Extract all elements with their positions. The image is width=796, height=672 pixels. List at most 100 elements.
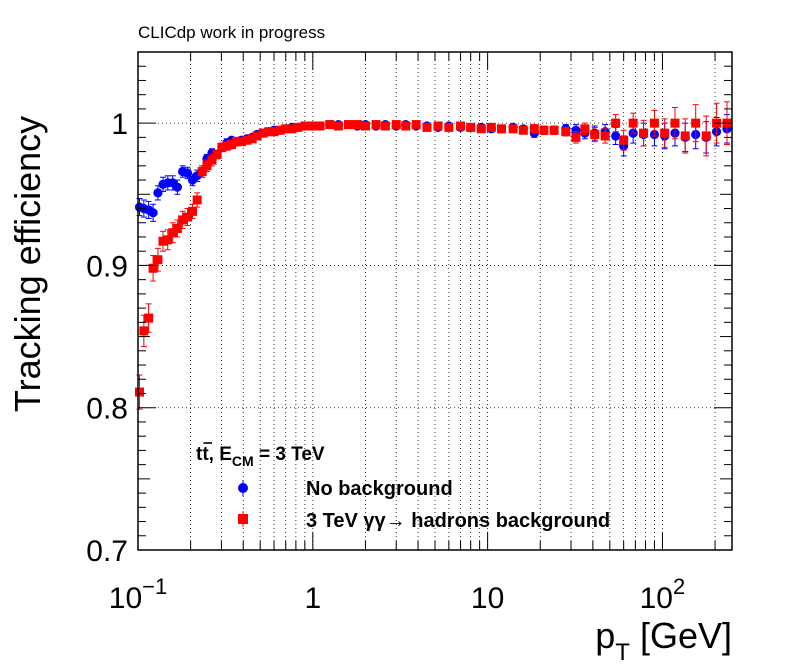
series-hadrons-background: [135, 101, 732, 410]
x-tick-label: 10: [471, 582, 504, 615]
data-point-square: [539, 125, 549, 135]
data-point-square: [325, 120, 335, 130]
data-point-square: [371, 120, 381, 130]
data-point-square: [486, 122, 496, 132]
data-point-square: [308, 121, 318, 131]
data-point-square: [269, 127, 279, 137]
data-point-square: [247, 134, 257, 144]
y-axis-label: Tracking efficiency: [7, 116, 48, 412]
data-point-square: [139, 326, 149, 336]
x-tick-label-base: 10: [109, 582, 142, 615]
data-point-square: [660, 128, 670, 138]
x-tick-label-exponent: 2: [673, 574, 685, 599]
data-point-circle: [571, 125, 581, 135]
data-point-square: [172, 223, 182, 233]
data-point-square: [293, 122, 303, 132]
data-point-square: [580, 124, 590, 134]
data-point-square: [529, 124, 539, 134]
data-point-square: [571, 132, 581, 142]
legend-marker-no-background: [238, 483, 248, 493]
data-point-circle: [153, 188, 163, 198]
legend-title-t: t: [196, 444, 203, 465]
data-point-square: [187, 206, 197, 216]
legend-label-hadrons-background: 3 TeV γγ→ hadrons background: [306, 510, 610, 532]
data-point-square: [148, 263, 158, 273]
legend-marker-hadrons-background: [238, 514, 248, 524]
data-point-square: [287, 124, 297, 134]
data-point-square: [192, 195, 202, 205]
data-point-square: [163, 235, 173, 245]
data-point-square: [476, 124, 486, 134]
y-tick-label: 0.8: [86, 393, 128, 426]
data-point-square: [197, 167, 207, 177]
x-tick-label-exponent: −1: [142, 574, 167, 599]
data-point-square: [401, 121, 411, 131]
data-point-square: [352, 120, 362, 130]
data-point-circle: [611, 131, 621, 141]
data-point-square: [343, 120, 353, 130]
axis-ticks: [137, 51, 732, 551]
data-point-square: [466, 122, 476, 132]
data-point-square: [496, 124, 506, 134]
x-tick-label: 1: [304, 582, 321, 615]
data-point-square: [135, 387, 145, 397]
data-point-circle: [182, 168, 193, 178]
data-point-square: [252, 131, 262, 141]
data-point-circle: [172, 182, 182, 192]
data-point-square: [333, 121, 343, 131]
data-point-square: [202, 161, 212, 171]
legend-label-no-background: No background: [306, 478, 453, 500]
y-tick-label: 0.9: [86, 250, 128, 283]
data-point-square: [590, 130, 600, 140]
data-point-square: [518, 125, 528, 135]
x-tick-label: 102: [640, 574, 686, 615]
chart-header: CLICdp work in progress: [138, 23, 325, 42]
data-point-square: [207, 155, 217, 165]
data-point-square: [600, 131, 610, 141]
legend-title-energy: , E: [209, 444, 232, 465]
data-point-square: [422, 122, 432, 132]
data-point-square: [444, 122, 454, 132]
data-point-square: [178, 215, 188, 225]
data-point-square: [433, 121, 443, 131]
data-point-square: [144, 313, 154, 323]
data-point-square: [275, 125, 285, 135]
data-point-square: [411, 120, 421, 130]
x-tick-label: 10−1: [109, 574, 167, 615]
y-tick-label: 0.7: [86, 535, 128, 568]
legend-title: tt, ECM = 3 TeV: [196, 444, 325, 469]
legend-title-tbar: t: [202, 444, 209, 465]
legend: tt, ECM = 3 TeV No background 3 TeV γγ→ …: [196, 442, 610, 532]
data-point-square: [391, 120, 401, 130]
data-point-square: [222, 141, 232, 151]
data-point-square: [217, 142, 227, 152]
data-point-square: [549, 125, 559, 135]
data-point-square: [212, 149, 222, 159]
data-point-square: [649, 118, 659, 128]
data-point-square: [300, 121, 310, 131]
x-axis-label: pT [GeV]: [595, 615, 732, 666]
data-point-square: [619, 135, 629, 145]
data-point-square: [639, 128, 649, 138]
data-point-square: [183, 212, 193, 222]
x-tick-label-base: 10: [640, 582, 673, 615]
y-tick-label: 1: [111, 108, 128, 141]
data-point-square: [380, 121, 390, 131]
data-point-square: [264, 127, 274, 137]
data-point-square: [670, 118, 680, 128]
data-point-square: [701, 131, 711, 141]
data-point-square: [680, 131, 690, 141]
data-point-square: [153, 255, 163, 265]
data-point-circle: [148, 208, 158, 218]
data-point-square: [508, 124, 518, 134]
data-point-square: [691, 118, 701, 128]
data-point-square: [242, 135, 252, 145]
data-point-square: [236, 137, 246, 147]
x-tick-label-base: 10: [471, 582, 504, 615]
legend-title-subscript: CM: [232, 453, 254, 469]
data-point-square: [168, 228, 178, 238]
data-point-square: [232, 137, 242, 147]
